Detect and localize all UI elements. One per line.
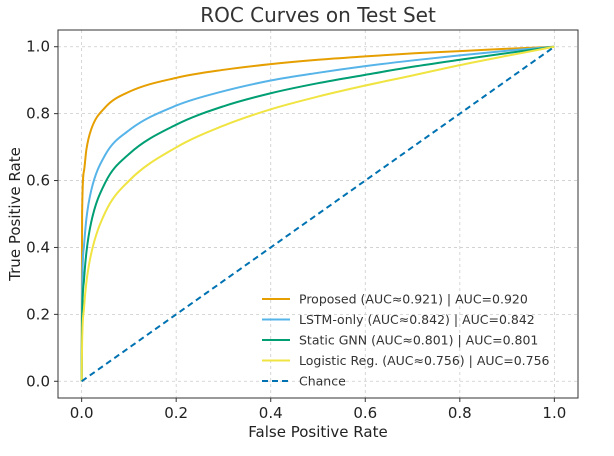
x-tick-label: 1.0 xyxy=(542,404,566,422)
x-tick-label: 0.4 xyxy=(259,404,283,422)
x-tick-label: 0.6 xyxy=(353,404,377,422)
series-line-0 xyxy=(80,45,555,382)
series-layer xyxy=(80,45,555,383)
series-line-1 xyxy=(80,45,555,382)
legend-label-4: Chance xyxy=(299,374,346,389)
y-tick-label: 0.4 xyxy=(26,238,50,256)
grid xyxy=(58,30,578,398)
legend-label-3: Logistic Reg. (AUC≈0.756) | AUC=0.756 xyxy=(299,353,550,368)
series-line-4 xyxy=(81,45,555,383)
y-tick-label: 0.0 xyxy=(26,372,50,390)
series-line-3 xyxy=(80,45,555,382)
x-axis-label: False Positive Rate xyxy=(248,423,387,441)
y-tick-label: 0.8 xyxy=(26,105,50,123)
y-tick-label: 0.2 xyxy=(26,305,50,323)
plot-frame xyxy=(57,29,579,399)
legend: Proposed (AUC≈0.921) | AUC=0.920 LSTM-onl… xyxy=(262,292,550,389)
x-tick-label: 0.0 xyxy=(70,404,94,422)
legend-label-2: Static GNN (AUC≈0.801) | AUC=0.801 xyxy=(299,333,538,348)
x-axis-ticks: 0.0 0.2 0.4 0.6 0.8 1.0 xyxy=(70,398,566,422)
chart-title: ROC Curves on Test Set xyxy=(200,3,436,27)
y-tick-label: 1.0 xyxy=(26,38,50,56)
y-axis-label: True Positive Rate xyxy=(6,147,24,282)
series-line-2 xyxy=(80,45,555,382)
x-tick-label: 0.2 xyxy=(164,404,188,422)
legend-label-0: Proposed (AUC≈0.921) | AUC=0.920 xyxy=(299,292,528,307)
legend-label-1: LSTM-only (AUC≈0.842) | AUC=0.842 xyxy=(299,312,535,327)
y-tick-label: 0.6 xyxy=(26,172,50,190)
x-tick-label: 0.8 xyxy=(448,404,472,422)
y-axis-ticks: 0.0 0.2 0.4 0.6 0.8 1.0 xyxy=(26,38,58,390)
